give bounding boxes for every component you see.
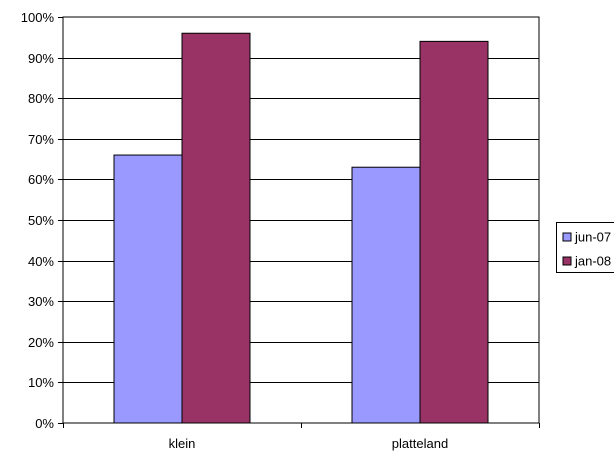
x-tick-label: platteland bbox=[392, 436, 448, 451]
axes bbox=[58, 16, 540, 428]
y-tick-label: 10% bbox=[28, 375, 54, 390]
y-tick-label: 40% bbox=[28, 254, 54, 269]
y-tick-label: 70% bbox=[28, 132, 54, 147]
y-tick-label: 0% bbox=[35, 416, 54, 431]
bar-jan-08-platteland bbox=[419, 40, 489, 424]
y-tick-label: 50% bbox=[28, 213, 54, 228]
x-tick-label: klein bbox=[169, 436, 196, 451]
bar-jun-07-platteland bbox=[351, 166, 421, 424]
legend-swatch-jun-07 bbox=[562, 232, 572, 242]
y-tick-label: 80% bbox=[28, 91, 54, 106]
legend-label-jun-07: jun-07 bbox=[574, 230, 611, 245]
y-tick-label: 60% bbox=[28, 172, 54, 187]
x-tick-labels: klein platteland bbox=[169, 436, 449, 451]
legend: jun-07 jan-08 bbox=[556, 222, 614, 273]
bar-jan-08-klein bbox=[181, 32, 251, 424]
bar-jun-07-klein bbox=[113, 154, 183, 424]
bars bbox=[113, 32, 489, 424]
legend-label-jan-08: jan-08 bbox=[574, 254, 611, 269]
y-tick-label: 20% bbox=[28, 335, 54, 350]
legend-swatch-jan-08 bbox=[562, 256, 572, 266]
y-tick-label: 100% bbox=[21, 10, 55, 25]
y-tick-labels: 0% 10% 20% 30% 40% 50% 60% 70% 80% 90% 100% bbox=[21, 10, 55, 431]
y-tick-label: 30% bbox=[28, 294, 54, 309]
y-tick-label: 90% bbox=[28, 51, 54, 66]
